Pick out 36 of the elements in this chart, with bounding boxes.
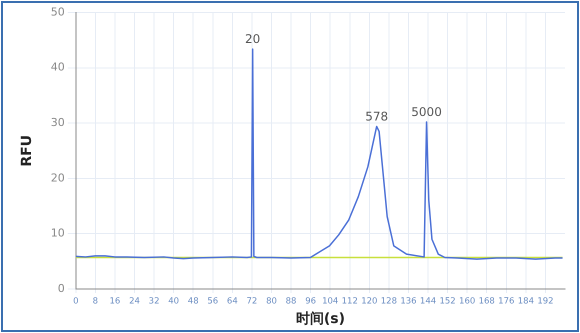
y-tick-label: 0 bbox=[58, 282, 65, 295]
x-tick-label: 16 bbox=[110, 296, 120, 306]
x-tick-label: 152 bbox=[439, 296, 456, 306]
x-tick-label: 24 bbox=[129, 296, 140, 306]
x-tick-label: 88 bbox=[286, 296, 296, 306]
x-tick-label: 80 bbox=[266, 296, 277, 306]
x-tick-label: 8 bbox=[92, 296, 98, 306]
x-tick-label: 56 bbox=[207, 296, 218, 306]
y-tick-label: 30 bbox=[50, 116, 65, 130]
y-tick-label: 10 bbox=[50, 226, 65, 240]
x-tick-label: 64 bbox=[226, 296, 238, 306]
annotation: 5000 bbox=[411, 105, 442, 120]
x-tick-label: 192 bbox=[537, 296, 554, 306]
x-tick-label: 168 bbox=[478, 296, 495, 306]
y-tick-label: 40 bbox=[50, 60, 65, 74]
x-tick-label: 160 bbox=[459, 296, 476, 306]
x-tick-label: 128 bbox=[380, 296, 398, 306]
y-tick-label: 20 bbox=[50, 171, 65, 184]
x-tick-label: 0 bbox=[73, 296, 79, 306]
x-axis-title: 时间(s) bbox=[296, 311, 345, 328]
x-tick-label: 120 bbox=[361, 296, 378, 306]
x-tick-label: 48 bbox=[188, 296, 199, 306]
x-tick-label: 72 bbox=[246, 296, 258, 306]
x-tick-label: 144 bbox=[420, 296, 436, 306]
x-tick-label: 136 bbox=[400, 296, 417, 306]
x-tick-label: 32 bbox=[148, 296, 160, 306]
x-tick-label: 104 bbox=[322, 296, 338, 306]
x-tick-label: 40 bbox=[168, 296, 180, 306]
annotation: 578 bbox=[365, 110, 388, 124]
annotation: 20 bbox=[245, 32, 260, 46]
x-tick-label: 96 bbox=[305, 296, 316, 306]
y-tick-label: 50 bbox=[50, 5, 65, 18]
x-tick-label: 176 bbox=[498, 296, 514, 306]
x-tick-label: 112 bbox=[342, 296, 358, 306]
x-tick-label: 184 bbox=[518, 296, 534, 306]
y-axis-title: RFU bbox=[19, 134, 36, 167]
